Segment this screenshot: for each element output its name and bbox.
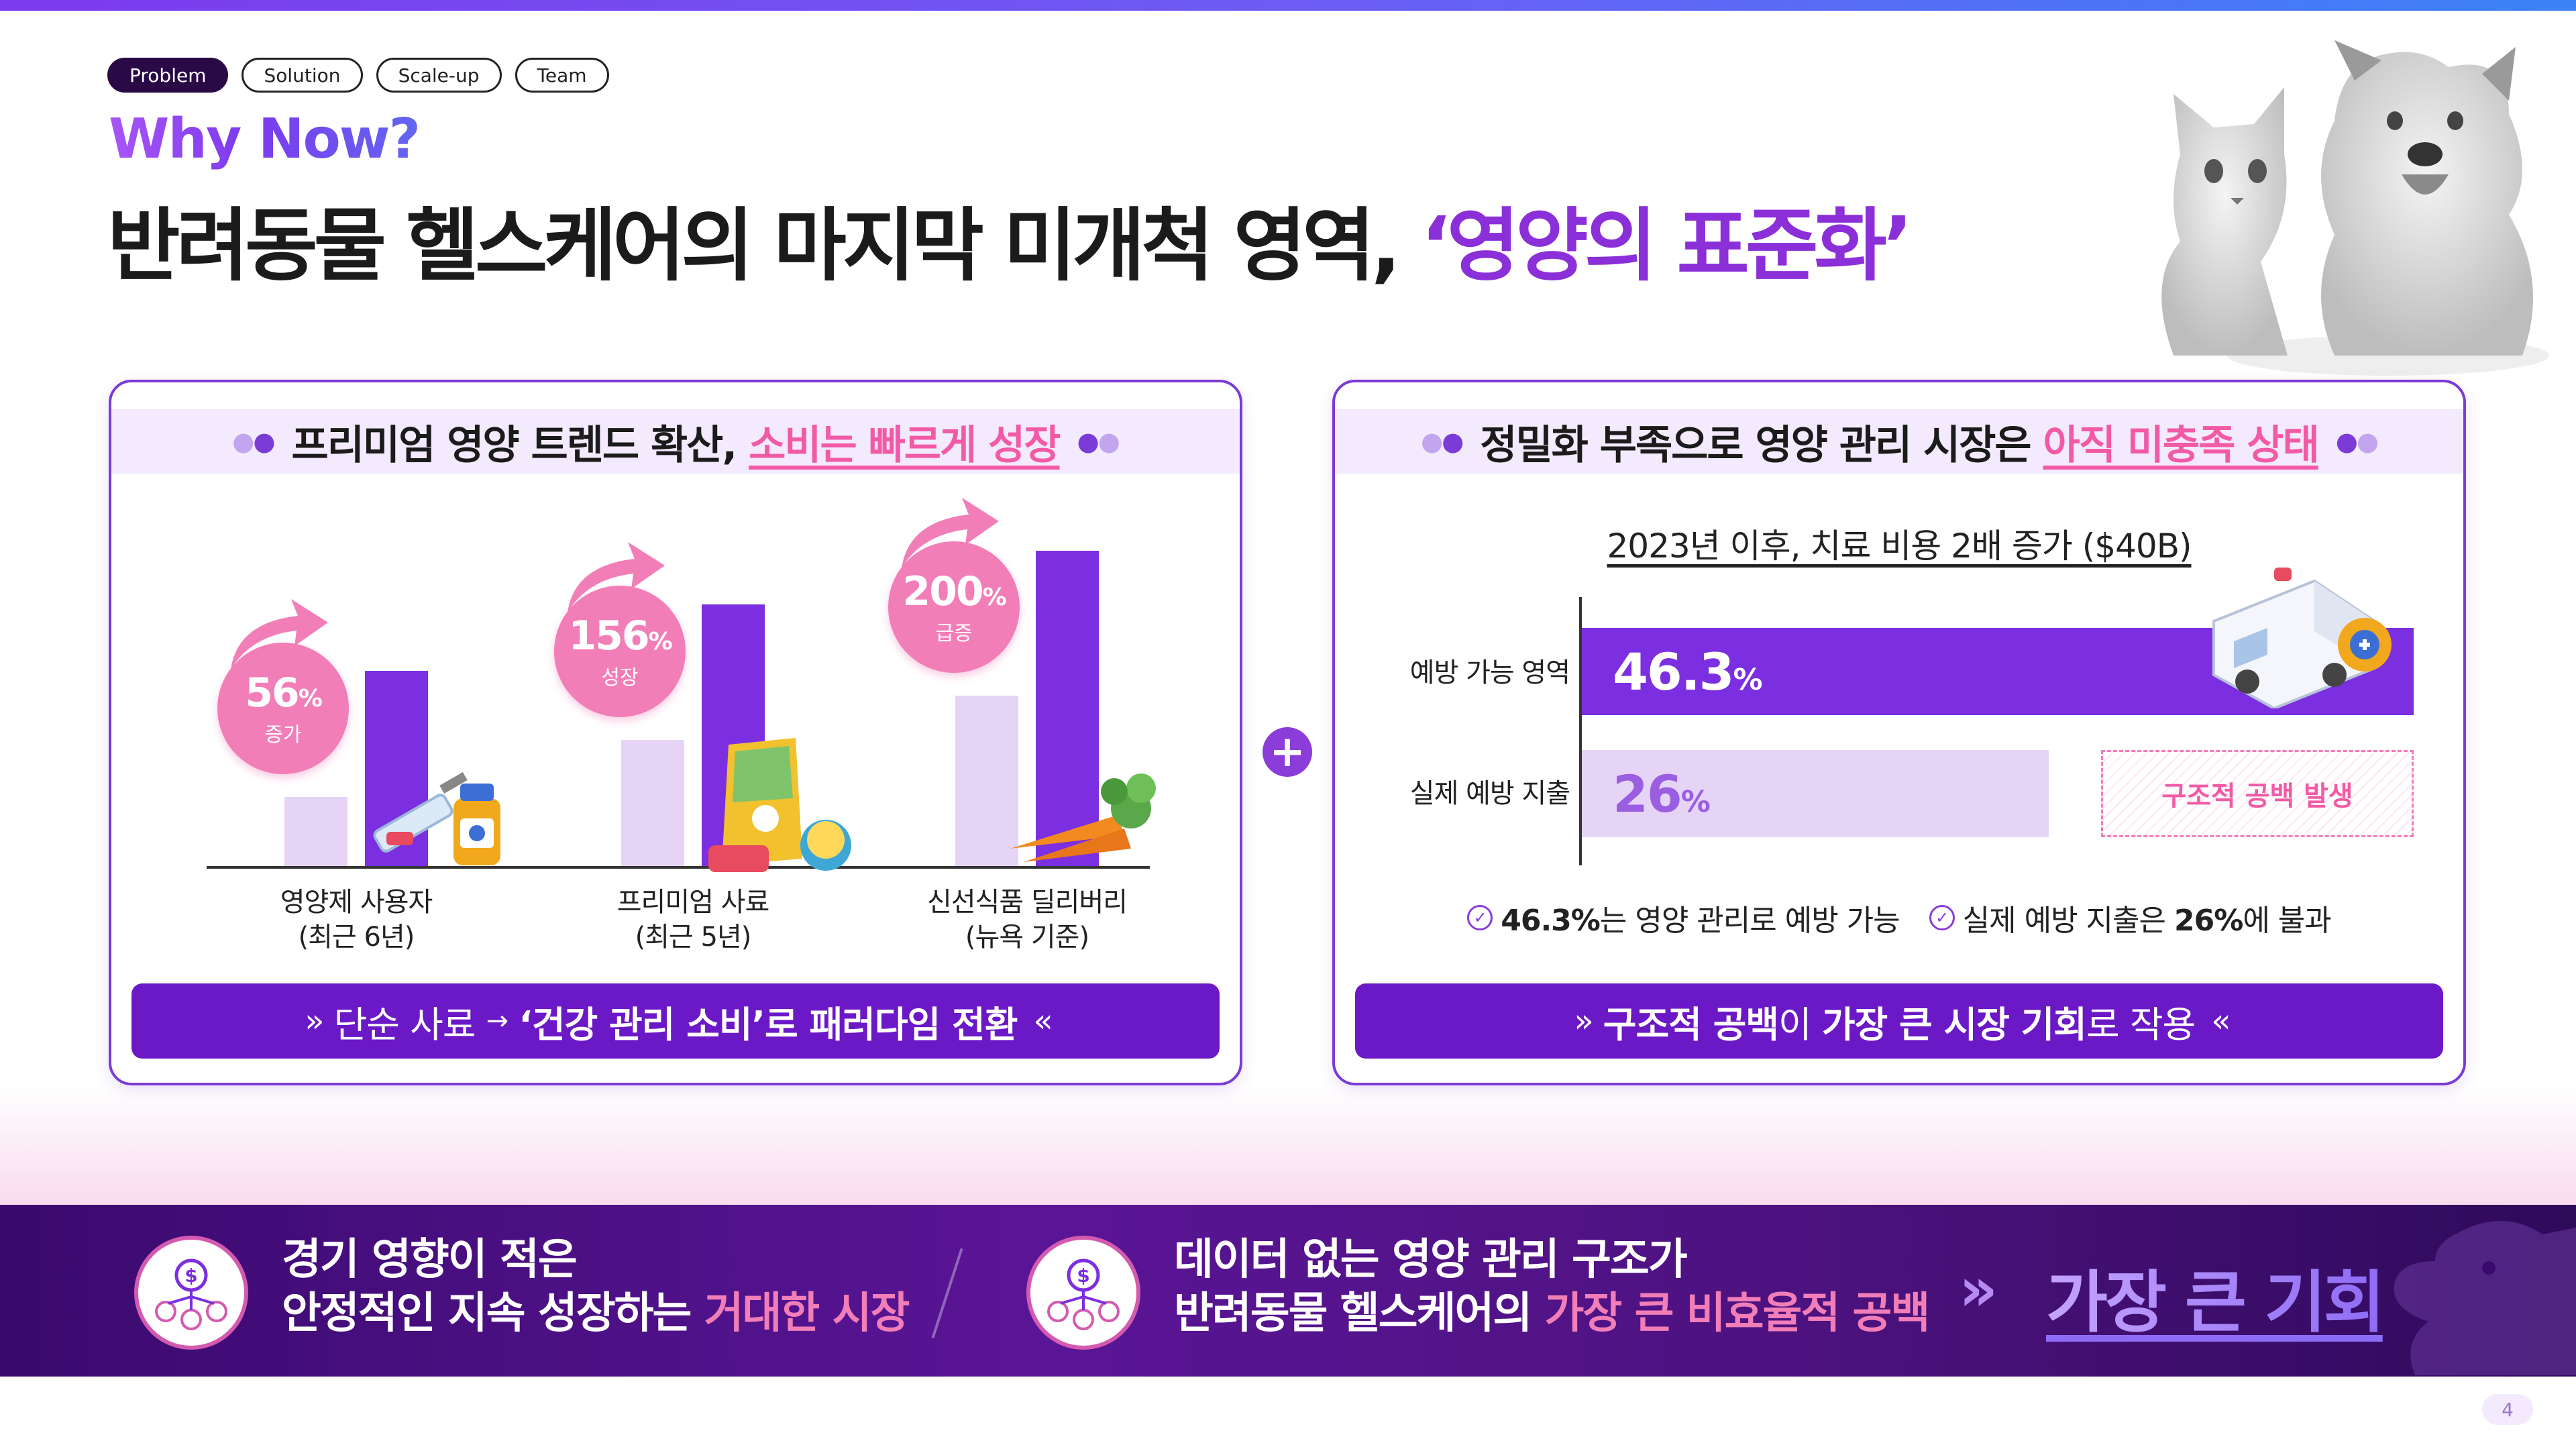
chevron-left-icon: « (2211, 1002, 2231, 1040)
growth-value: 156% (568, 612, 672, 659)
category-label: 신선식품 딜리버리 (뉴욕 기준) (926, 887, 1128, 953)
gap-footer-banner: » 구조적 공백 이 가장 큰 시장 기회 로 작용 « (1355, 983, 2443, 1059)
bottom-glow (0, 1087, 2576, 1208)
bar-after (1036, 551, 1099, 866)
category-label: 프리미엄 사료 (최근 5년) (616, 887, 770, 953)
bar-value-actual: 26% (1613, 763, 1711, 824)
page-title: 반려동물 헬스케어의 마지막 미개척 영역, ‘영양의 표준화’ (107, 181, 1913, 296)
conclusion-band (0, 1205, 2576, 1377)
growth-word: 증가 (264, 723, 302, 747)
header-dots: ●● (1420, 427, 1464, 456)
trend-footer-banner: » 단순 사료 → ‘건강 관리 소비’로 패러다임 전환 « (131, 983, 1220, 1059)
gap-head-prefix: 정밀화 부족으로 영양 관리 시장은 (1480, 421, 2031, 469)
plus-icon: + (1263, 727, 1312, 777)
title-main: 반려동물 헬스케어의 마지막 미개척 영역, (107, 199, 1401, 292)
item2-line1: 데이터 없는 영양 관리 구조가 (1174, 1235, 1688, 1285)
tab-scale-up[interactable]: Scale-up (376, 58, 502, 93)
check-circle-icon: ✓ (1929, 905, 1955, 930)
trend-head-highlight: 소비는 빠르게 성장 (749, 421, 1061, 469)
growth-value: 200% (902, 568, 1006, 615)
cat-dog-illustration (2161, 40, 2549, 376)
bar-before (621, 740, 684, 866)
page-number: 4 (2482, 1394, 2533, 1425)
gap-head-highlight: 아직 미충족 상태 (2043, 421, 2320, 469)
growth-badge: 56% 증가 (217, 643, 349, 774)
kicker-title: Why Now? (109, 107, 421, 171)
header-dots: ●● (1077, 427, 1120, 456)
growth-arrow-icon (568, 542, 665, 612)
check-item: ✓ 46.3%는 영양 관리로 예방 가능 (1467, 896, 1900, 939)
item1-line1: 경기 영향이 적은 (282, 1235, 578, 1285)
bar-label-preventable: 예방 가능 영역 (1409, 657, 1570, 688)
bar-value-preventable: 46.3% (1613, 641, 1763, 702)
bar-label-actual: 실제 예방 지출 (1409, 778, 1570, 809)
svg-text:$: $ (1077, 1265, 1089, 1287)
growth-arrow-icon (902, 498, 999, 568)
tab-team[interactable]: Team (515, 58, 609, 93)
chevron-left-icon: « (1033, 1002, 1053, 1040)
conclusion-headline: 가장 큰 기회 (2046, 1248, 2385, 1345)
chevron-right-icon: » (305, 1002, 325, 1040)
tab-solution[interactable]: Solution (241, 58, 363, 93)
top-accent-bar (0, 0, 2576, 11)
growth-word: 성장 (601, 666, 639, 690)
tab-problem[interactable]: Problem (107, 58, 229, 93)
money-network-icon: $ (134, 1236, 248, 1350)
growth-word: 급증 (935, 622, 973, 645)
chart-baseline (207, 866, 1150, 869)
growth-badge: 156% 성장 (554, 586, 686, 717)
item1-line2: 안정적인 지속 성장하는 거대한 시장 (282, 1289, 910, 1338)
cost-subtitle: 2023년 이후, 치료 비용 2배 증가 ($40B) (1607, 527, 2192, 566)
bar-axis (1579, 597, 1582, 865)
gap-footer-bold2: 가장 큰 시장 기회 (1821, 1003, 2087, 1046)
gap-footer-bold1: 구조적 공백 (1603, 1003, 1779, 1046)
chevron-right-icon: » (1959, 1254, 1998, 1325)
money-network-icon: $ (1026, 1236, 1140, 1350)
arrow-right-icon: → (486, 1006, 509, 1036)
bar-before (955, 696, 1018, 866)
growth-arrow-icon (231, 599, 328, 669)
dog-silhouette-icon (2394, 1221, 2576, 1375)
pet-food-bag-icon (708, 738, 851, 872)
ambulance-icon (2212, 568, 2392, 708)
check-circle-icon: ✓ (1467, 905, 1493, 930)
item2-line2: 반려동물 헬스케어의 가장 큰 비효율적 공백 (1174, 1289, 1930, 1338)
bar-actual: 26% (1582, 750, 2049, 837)
section-tabs: Problem Solution Scale-up Team (107, 58, 609, 93)
syringe-icon (373, 771, 500, 865)
trend-footer-bold: ‘건강 관리 소비’로 패러다임 전환 (519, 1003, 1018, 1046)
growth-badge: 200% 급증 (888, 541, 1020, 673)
svg-text:$: $ (184, 1265, 197, 1287)
trend-panel-header: ●● 프리미엄 영양 트렌드 확산, 소비는 빠르게 성장 ●● (111, 409, 1240, 474)
conclusion-item-1: 경기 영향이 적은 안정적인 지속 성장하는 거대한 시장 (282, 1233, 910, 1340)
check-summary: ✓ 46.3%는 영양 관리로 예방 가능 ✓ 실제 예방 지출은 26%에 불… (1335, 896, 2463, 939)
category-label: 영양제 사용자 (최근 6년) (280, 887, 433, 953)
conclusion-item-2: 데이터 없는 영양 관리 구조가 반려동물 헬스케어의 가장 큰 비효율적 공백 (1174, 1233, 1930, 1340)
growth-value: 56% (245, 669, 323, 716)
title-highlight: ‘영양의 표준화’ (1420, 199, 1913, 292)
structural-gap-box: 구조적 공백 발생 (2101, 750, 2414, 837)
trend-footer-prefix: 단순 사료 (333, 1003, 476, 1046)
carrot-icon (1010, 773, 1156, 862)
chevron-right-icon: » (1574, 1002, 1594, 1040)
trend-head-prefix: 프리미엄 영양 트렌드 확산, (291, 421, 738, 469)
check-item: ✓ 실제 예방 지출은 26%에 불과 (1929, 896, 2332, 939)
header-dots: ●● (232, 427, 275, 456)
gap-footer-mid: 이 (1778, 1003, 1812, 1046)
header-dots: ●● (2335, 427, 2379, 456)
gap-footer-post: 로 작용 (2086, 1003, 2196, 1046)
gap-panel: ●● 정밀화 부족으로 영양 관리 시장은 아직 미충족 상태 ●● 2023년… (1332, 380, 2466, 1085)
bar-before (284, 797, 347, 866)
gap-panel-header: ●● 정밀화 부족으로 영양 관리 시장은 아직 미충족 상태 ●● (1335, 409, 2463, 474)
